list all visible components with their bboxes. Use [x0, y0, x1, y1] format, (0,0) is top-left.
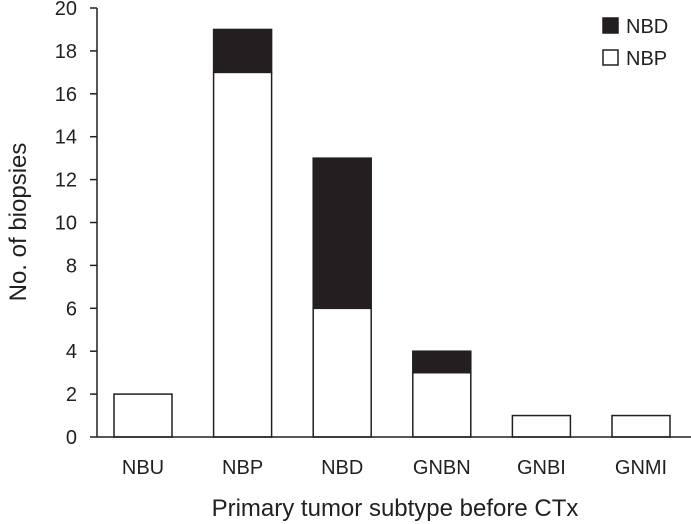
- y-axis-title: No. of biopsies: [5, 143, 32, 302]
- bar-nbd-nbp: [212, 28, 273, 74]
- bar-nbd-gnbn: [412, 350, 472, 374]
- bar-nbp-nbu: [113, 393, 173, 438]
- y-tick-label: 10: [55, 213, 77, 235]
- y-tick-label: 18: [55, 41, 77, 63]
- x-tick-label: GNMI: [615, 457, 667, 479]
- legend-label-nbp: NBP: [626, 48, 667, 70]
- y-tick-label: 8: [66, 255, 77, 277]
- y-axis-ticks: 0 2 4 6 8 10 12 14 16 18 20: [55, 0, 97, 449]
- x-tick-label: NBU: [122, 457, 164, 479]
- y-tick-label: 4: [66, 341, 77, 363]
- legend-swatch-nbp: [602, 49, 619, 66]
- bar-nbp-nbd: [312, 307, 372, 438]
- bars: [113, 28, 671, 438]
- x-tick-label: NBP: [222, 457, 263, 479]
- legend-label-nbd: NBD: [626, 16, 668, 38]
- bar-nbp-nbp: [212, 71, 273, 438]
- legend-swatch-nbd: [602, 17, 619, 34]
- y-tick-label: 16: [55, 84, 77, 106]
- bar-nbp-gnbn: [412, 371, 472, 438]
- y-tick-label: 14: [55, 127, 77, 149]
- y-tick-label: 0: [66, 427, 77, 449]
- y-tick-label: 20: [55, 0, 77, 20]
- bar-nbd-nbd: [312, 157, 372, 310]
- x-axis-title: Primary tumor subtype before CTx: [212, 495, 579, 522]
- x-tick-label: GNBN: [413, 457, 471, 479]
- legend: NBD NBP: [602, 16, 668, 70]
- bar-nbp-gnbi: [511, 414, 572, 438]
- y-tick-label: 2: [66, 384, 77, 406]
- x-tick-label: NBD: [321, 457, 363, 479]
- bar-nbp-gnmi: [611, 414, 671, 438]
- x-axis-labels: NBU NBP NBD GNBN GNBI GNMI: [122, 457, 667, 479]
- y-tick-label: 12: [55, 170, 77, 192]
- y-tick-label: 6: [66, 298, 77, 320]
- x-tick-label: GNBI: [517, 457, 566, 479]
